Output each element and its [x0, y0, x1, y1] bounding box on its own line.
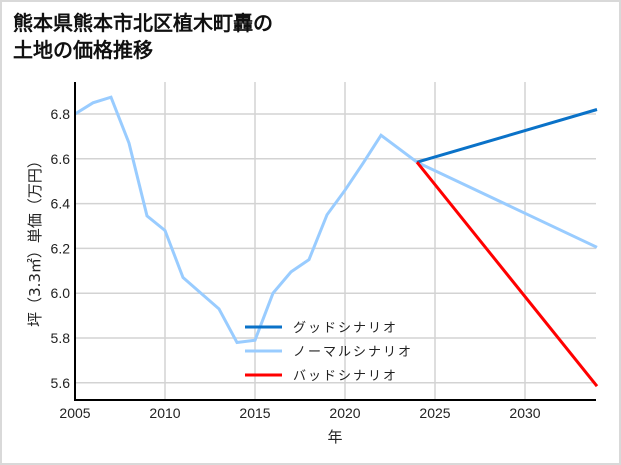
series-line	[74, 95, 598, 345]
y-tick-label: 6.6	[51, 151, 71, 167]
legend-label: ノーマルシナリオ	[293, 345, 413, 360]
chart-title: 熊本県熊本市北区植木町轟の 土地の価格推移	[13, 11, 273, 62]
x-tick-label: 2020	[329, 405, 360, 421]
legend-label: バッドシナリオ	[293, 369, 398, 384]
series-lines	[74, 95, 599, 388]
x-tick-label: 2025	[419, 405, 450, 421]
x-tick-label: 2015	[239, 405, 270, 421]
y-tick-label: 5.6	[51, 375, 71, 391]
x-tick-label: 2010	[149, 405, 180, 421]
y-tick-label: 6.0	[51, 285, 71, 301]
legend-label: グッドシナリオ	[293, 321, 398, 336]
x-tick-label: 2030	[509, 405, 540, 421]
x-tick-label: 2005	[59, 405, 90, 421]
series-line	[416, 108, 598, 164]
y-axis-label: 坪（3.3㎡）単価（万円）	[26, 153, 44, 327]
axes	[74, 82, 596, 401]
series-line	[415, 161, 599, 388]
y-tick-label: 6.8	[51, 106, 71, 122]
y-tick-label: 6.2	[51, 240, 71, 256]
y-tick-label: 6.4	[51, 196, 71, 212]
tick-labels: 2005 2010 2015 2020 2025 2030 5.6 5.8 6.0 6.2 6.4 6…	[51, 106, 541, 421]
x-axis-label: 年	[327, 428, 342, 446]
y-tick-label: 5.8	[51, 330, 71, 346]
